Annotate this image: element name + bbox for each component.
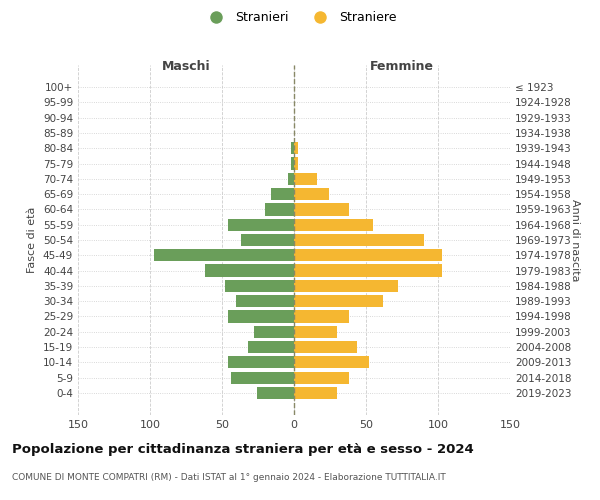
Bar bbox=[154, 249, 294, 262]
Text: COMUNE DI MONTE COMPATRI (RM) - Dati ISTAT al 1° gennaio 2024 - Elaborazione TUT: COMUNE DI MONTE COMPATRI (RM) - Dati IST… bbox=[12, 472, 446, 482]
Bar bbox=[205, 264, 294, 276]
Bar bbox=[294, 218, 373, 231]
Bar bbox=[294, 356, 369, 368]
Bar bbox=[294, 188, 329, 200]
Bar bbox=[294, 310, 349, 322]
Y-axis label: Anni di nascita: Anni di nascita bbox=[570, 198, 580, 281]
Legend: Stranieri, Straniere: Stranieri, Straniere bbox=[199, 6, 401, 29]
Text: Popolazione per cittadinanza straniera per età e sesso - 2024: Popolazione per cittadinanza straniera p… bbox=[12, 442, 474, 456]
Bar bbox=[257, 387, 294, 399]
Text: Femmine: Femmine bbox=[370, 60, 434, 74]
Bar bbox=[271, 188, 294, 200]
Bar bbox=[294, 295, 383, 308]
Bar bbox=[228, 356, 294, 368]
Bar bbox=[294, 264, 442, 276]
Bar bbox=[294, 142, 298, 154]
Bar bbox=[228, 218, 294, 231]
Bar bbox=[294, 341, 358, 353]
Bar bbox=[294, 249, 442, 262]
Bar bbox=[225, 280, 294, 292]
Bar bbox=[294, 158, 298, 170]
Text: Maschi: Maschi bbox=[161, 60, 211, 74]
Bar bbox=[294, 387, 337, 399]
Bar bbox=[294, 326, 337, 338]
Bar bbox=[236, 295, 294, 308]
Bar bbox=[294, 234, 424, 246]
Bar bbox=[241, 234, 294, 246]
Bar bbox=[288, 172, 294, 185]
Bar bbox=[265, 204, 294, 216]
Bar bbox=[294, 280, 398, 292]
Bar bbox=[230, 372, 294, 384]
Bar bbox=[291, 158, 294, 170]
Bar bbox=[254, 326, 294, 338]
Y-axis label: Fasce di età: Fasce di età bbox=[28, 207, 37, 273]
Bar bbox=[228, 310, 294, 322]
Bar bbox=[294, 172, 317, 185]
Bar bbox=[248, 341, 294, 353]
Bar bbox=[294, 372, 349, 384]
Bar bbox=[294, 204, 349, 216]
Bar bbox=[291, 142, 294, 154]
